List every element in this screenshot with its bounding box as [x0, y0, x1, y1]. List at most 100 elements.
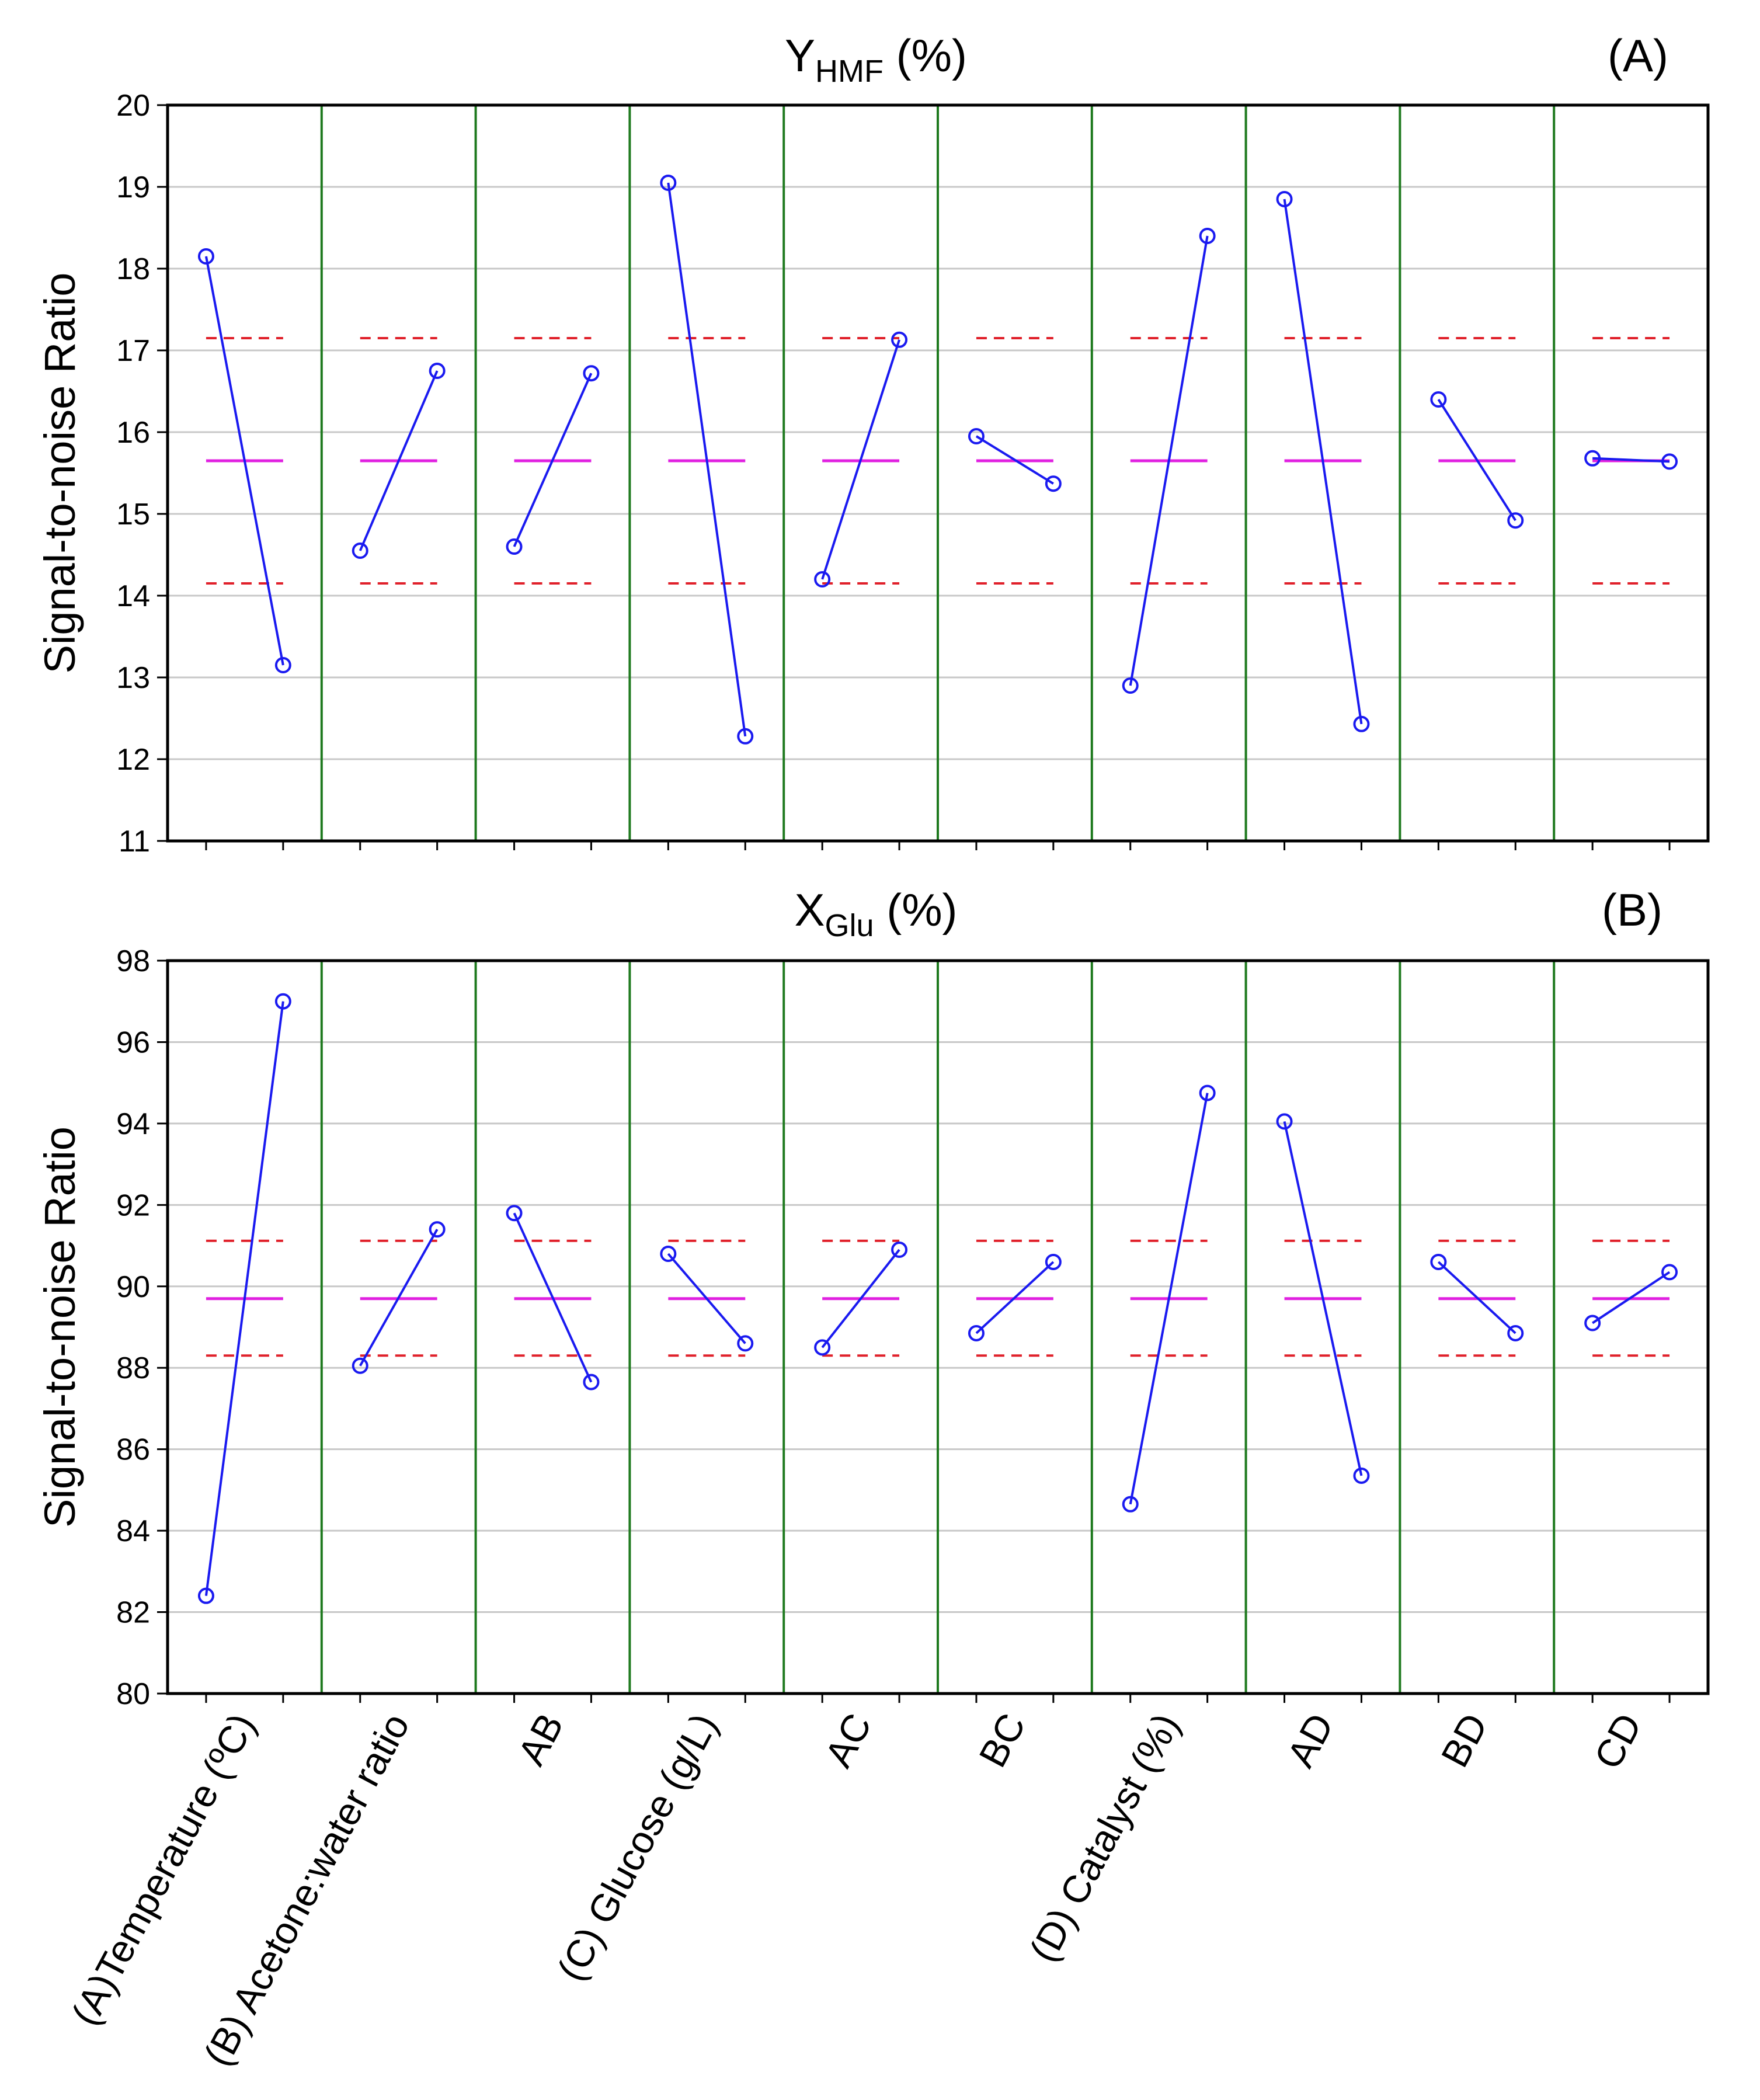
data-point-low: [352, 543, 368, 559]
plot-frame: [166, 959, 1710, 1695]
category-label: AD: [1278, 1706, 1341, 1774]
y-tick-label: 17: [116, 334, 150, 368]
data-point-low: [1276, 1113, 1293, 1130]
title-subscript: Glu: [825, 908, 874, 943]
effect-line: [1592, 457, 1670, 463]
plot-frame: [166, 103, 1710, 843]
y-tick-label: 98: [116, 944, 150, 978]
effect-line: [513, 373, 593, 547]
data-point-high: [1661, 1264, 1678, 1281]
category-label: (C) Glucose (g/L): [549, 1706, 726, 1988]
data-point-high: [583, 1374, 600, 1390]
data-point-low: [197, 248, 214, 265]
data-point-high: [891, 1242, 908, 1258]
effect-line: [1129, 1093, 1209, 1505]
data-point-high: [737, 728, 754, 745]
effect-line: [821, 1249, 900, 1348]
effect-line: [975, 435, 1054, 485]
data-point-low: [197, 1587, 214, 1604]
category-label: AC: [816, 1706, 879, 1774]
data-point-low: [968, 428, 985, 444]
data-point-low: [814, 571, 831, 587]
effect-line: [667, 182, 747, 737]
effect-line: [667, 1253, 746, 1344]
panel-b: 80 82 84 86 88 90 92 94 96 98 XGlu (%) (B) Signal-to…: [36, 884, 1710, 2073]
y-tick-label: 19: [116, 171, 150, 204]
chart-title: YHMF (%): [785, 30, 967, 89]
effect-line: [359, 370, 439, 551]
data-point-low: [1584, 450, 1601, 467]
category-label: (D) Catalyst (%): [1021, 1706, 1188, 1969]
y-tick-label: 80: [116, 1677, 150, 1711]
category-label: CD: [1585, 1706, 1650, 1776]
y-tick-label: 90: [116, 1270, 150, 1304]
data-point-high: [429, 363, 446, 379]
panel-a: 11 12 13 14 15 16 17 18 19 20 YHMF (%) (A) Signal-to…: [36, 30, 1710, 858]
data-point-low: [1430, 1253, 1447, 1270]
effect-line: [1592, 1271, 1671, 1324]
y-tick-label: 94: [116, 1107, 150, 1141]
title-subscript: HMF: [815, 54, 884, 89]
data-point-high: [1045, 1253, 1062, 1270]
effect-line: [1437, 1261, 1516, 1334]
data-point-low: [968, 1324, 985, 1341]
data-point-high: [1661, 453, 1678, 470]
data-point-low: [660, 175, 677, 191]
data-point-high: [1353, 1467, 1370, 1484]
data-point-high: [1507, 512, 1524, 529]
data-point-low: [660, 1246, 677, 1262]
panel-label: (A): [1608, 30, 1668, 81]
effect-line: [975, 1261, 1055, 1334]
data-point-high: [1199, 1084, 1216, 1101]
data-point-high: [1045, 475, 1062, 492]
y-tick-label: 84: [116, 1514, 150, 1548]
y-tick-label: 13: [116, 661, 150, 695]
y-tick-label: 86: [116, 1433, 150, 1467]
category-label: BC: [971, 1706, 1034, 1774]
data-point-high: [1199, 228, 1216, 244]
data-point-high: [429, 1221, 446, 1238]
data-point-high: [891, 331, 908, 348]
effect-line: [513, 1212, 593, 1383]
y-tick-label: 11: [119, 825, 150, 858]
data-point-low: [1276, 191, 1293, 207]
effect-line: [1437, 398, 1516, 521]
y-tick-label: 14: [116, 579, 150, 613]
y-axis-label: Signal-to-noise Ratio: [36, 1127, 84, 1528]
data-point-high: [1507, 1324, 1524, 1341]
effect-line: [204, 1001, 284, 1596]
data-point-low: [506, 1205, 523, 1222]
effect-line: [204, 256, 284, 666]
effect-line: [1129, 235, 1209, 686]
title-suffix: (%): [874, 884, 958, 936]
effect-line: [1283, 199, 1363, 725]
data-point-high: [274, 657, 291, 673]
data-point-low: [352, 1357, 368, 1374]
y-tick-label: 82: [116, 1596, 150, 1630]
data-point-high: [737, 1335, 754, 1352]
y-tick-label: 20: [116, 89, 150, 123]
chart-title: XGlu (%): [794, 884, 957, 943]
title-main: Y: [785, 30, 815, 81]
category-label: AB: [509, 1706, 572, 1772]
effect-line: [359, 1229, 439, 1367]
effect-line: [821, 339, 900, 580]
title-suffix: (%): [884, 30, 967, 81]
data-point-low: [1584, 1315, 1601, 1331]
data-point-high: [274, 993, 291, 1010]
title-main: X: [794, 884, 825, 936]
y-tick-label: 16: [116, 416, 150, 450]
y-tick-label: 88: [116, 1351, 150, 1385]
data-point-low: [1430, 391, 1447, 408]
data-point-low: [1122, 677, 1139, 694]
data-point-low: [814, 1339, 831, 1356]
y-tick-label: 15: [116, 498, 150, 531]
data-point-low: [506, 538, 523, 555]
y-tick-label: 92: [116, 1188, 150, 1222]
data-point-high: [583, 365, 600, 382]
category-label: BD: [1432, 1706, 1495, 1774]
effect-line: [1283, 1121, 1363, 1476]
y-tick-label: 12: [116, 743, 150, 777]
data-point-high: [1353, 715, 1370, 732]
